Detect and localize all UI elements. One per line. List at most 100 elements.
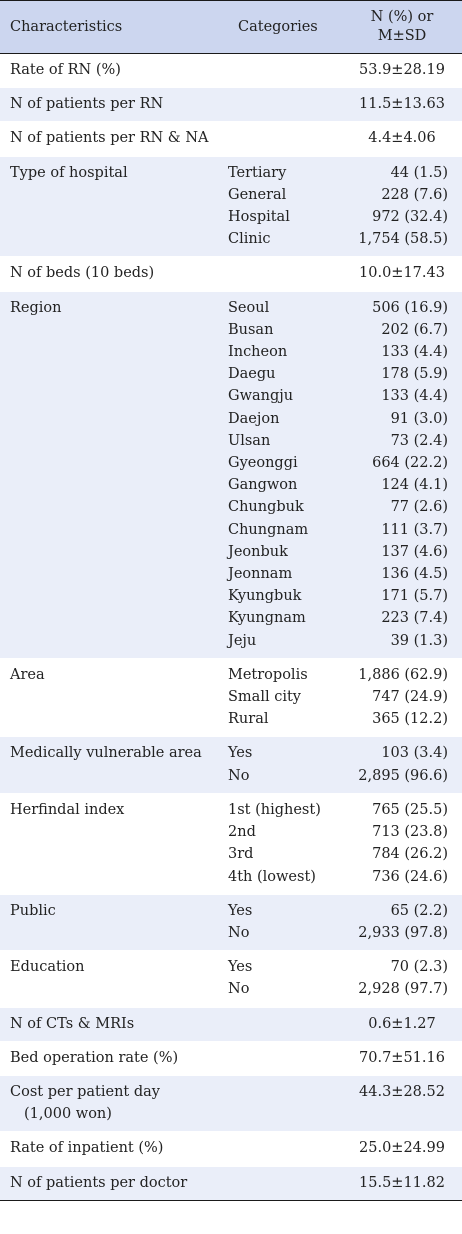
value-cell: 765 (25.5) 713 (23.8) 784 (26.2) 736 (24.6): [342, 792, 462, 895]
value-text: 784 (26.2): [372, 846, 448, 863]
categories-cell: Yes No: [228, 736, 342, 794]
table-row: Cost per patient day (1,000 won) 44.3±28.5…: [0, 1074, 462, 1132]
categories-cell: [228, 1074, 342, 1132]
value-text: 53.9±28.19: [359, 62, 445, 78]
category-label: Yes: [228, 902, 253, 919]
category-label: Chungbuk: [228, 499, 304, 516]
category-label: Yes: [228, 959, 253, 976]
value-cell: 44 (1.5) 228 (7.6) 972 (32.4) 1,754 (58.5): [342, 155, 462, 257]
table-row: N of patients per doctor 15.5±11.82: [0, 1165, 462, 1201]
value-cell: 70 (2.3) 2,928 (97.7): [342, 950, 462, 1008]
category-label: Busan: [228, 321, 274, 338]
table-row: Region Seoul Busan Incheon Daegu Gwangju Daejo…: [0, 290, 462, 659]
table-row: N of patients per RN & NA 4.4±4.06: [0, 121, 462, 157]
characteristic-label: Type of hospital: [10, 164, 128, 181]
value-text: 765 (25.5): [372, 801, 448, 818]
category-label: Hospital: [228, 209, 290, 226]
characteristic-label: Herfindal index: [10, 801, 125, 818]
value-text: 124 (4.1): [381, 477, 448, 494]
value-text: 70.7±51.16: [359, 1049, 445, 1066]
header-values-line2: M±SD: [377, 28, 427, 44]
value-text: 0.6±1.27: [368, 1015, 436, 1032]
value-text: 2,895 (96.6): [358, 767, 448, 784]
table-row: Rate of RN (%) 53.9±28.19: [0, 52, 462, 88]
category-label: Small city: [228, 689, 301, 706]
category-label: Gangwon: [228, 477, 298, 494]
value-text: 136 (4.5): [381, 566, 448, 583]
category-label: Clinic: [228, 231, 271, 248]
table-row: Herfindal index 1st (highest) 2nd 3rd 4th (l…: [0, 792, 462, 895]
characteristic-cell: Type of hospital: [0, 155, 228, 257]
value-cell: 506 (16.9) 202 (6.7) 133 (4.4) 178 (5.9) 133…: [342, 290, 462, 659]
value-text: 103 (3.4): [381, 745, 448, 762]
table-row: N of beds (10 beds) 10.0±17.43: [0, 256, 462, 292]
value-text: 664 (22.2): [372, 455, 448, 472]
characteristic-cell: N of CTs & MRIs: [0, 1006, 228, 1042]
categories-cell: [228, 87, 342, 122]
value-text: 11.5±13.63: [359, 96, 445, 113]
value-cell: 0.6±1.27: [342, 1006, 462, 1042]
category-label: Jeonbuk: [228, 543, 288, 560]
characteristic-label: Public: [10, 902, 56, 919]
category-label: Chungnam: [228, 521, 309, 538]
value-text: 178 (5.9): [381, 366, 448, 383]
characteristic-label: N of beds (10 beds): [10, 265, 155, 282]
characteristic-label: N of patients per RN: [10, 96, 164, 113]
characteristic-label: Rate of inpatient (%): [10, 1140, 164, 1157]
value-text: 91 (3.0): [390, 410, 448, 427]
header-values: N (%) or M±SD: [342, 0, 462, 54]
value-text: 506 (16.9): [372, 299, 448, 316]
value-text: 1,754 (58.5): [358, 231, 448, 248]
category-label: 3rd: [228, 846, 254, 863]
category-label: Daejon: [228, 410, 280, 427]
value-text: 2,933 (97.8): [358, 924, 448, 941]
category-label: No: [228, 767, 250, 784]
header-values-line1: N (%) or: [370, 9, 434, 25]
categories-cell: [228, 52, 342, 88]
characteristic-label: (1,000 won): [24, 1106, 112, 1123]
characteristic-cell: Rate of RN (%): [0, 52, 228, 88]
categories-cell: [228, 121, 342, 157]
header-categories: Categories: [228, 0, 342, 54]
category-label: No: [228, 924, 250, 941]
categories-cell: Yes No: [228, 950, 342, 1008]
characteristic-label: Region: [10, 299, 62, 316]
value-text: 4.4±4.06: [368, 130, 436, 147]
value-cell: 70.7±51.16: [342, 1040, 462, 1076]
value-text: 736 (24.6): [372, 868, 448, 885]
table-row: N of patients per RN 11.5±13.63: [0, 87, 462, 122]
value-text: 202 (6.7): [381, 321, 448, 338]
value-cell: 15.5±11.82: [342, 1165, 462, 1201]
category-label: No: [228, 981, 250, 998]
value-text: 39 (1.3): [390, 632, 448, 649]
value-text: 133 (4.4): [381, 388, 448, 405]
table-row: Area Metropolis Small city Rural 1,886 (62.9…: [0, 657, 462, 737]
category-label: 2nd: [228, 824, 256, 841]
characteristic-label: Education: [10, 959, 85, 976]
value-text: 10.0±17.43: [359, 265, 445, 282]
category-label: Gyeonggi: [228, 455, 298, 472]
categories-cell: Seoul Busan Incheon Daegu Gwangju Daejon Ulsan…: [228, 290, 342, 659]
characteristic-label: N of patients per doctor: [10, 1174, 188, 1191]
characteristic-label: Bed operation rate (%): [10, 1049, 179, 1066]
value-text: 15.5±11.82: [359, 1174, 445, 1191]
category-label: Gwangju: [228, 388, 294, 405]
value-cell: 53.9±28.19: [342, 52, 462, 88]
characteristic-cell: N of patients per RN & NA: [0, 121, 228, 157]
table-body: Rate of RN (%) 53.9±28.19 N of patients pe…: [0, 52, 462, 1201]
characteristic-cell: Medically vulnerable area: [0, 736, 228, 794]
characteristic-cell: N of beds (10 beds): [0, 256, 228, 292]
category-label: Yes: [228, 745, 253, 762]
table-row: Education Yes No 70 (2.3) 2,928 (97.7): [0, 950, 462, 1008]
value-text: 972 (32.4): [372, 209, 448, 226]
value-text: 223 (7.4): [381, 610, 448, 627]
characteristic-cell: Herfindal index: [0, 792, 228, 895]
value-cell: 11.5±13.63: [342, 87, 462, 122]
categories-cell: [228, 256, 342, 292]
characteristics-table: Characteristics Categories N (%) or M±SD…: [0, 0, 462, 1201]
value-cell: 10.0±17.43: [342, 256, 462, 292]
category-label: General: [228, 186, 287, 203]
categories-cell: [228, 1131, 342, 1167]
category-label: Seoul: [228, 299, 270, 316]
value-text: 1,886 (62.9): [358, 666, 448, 683]
